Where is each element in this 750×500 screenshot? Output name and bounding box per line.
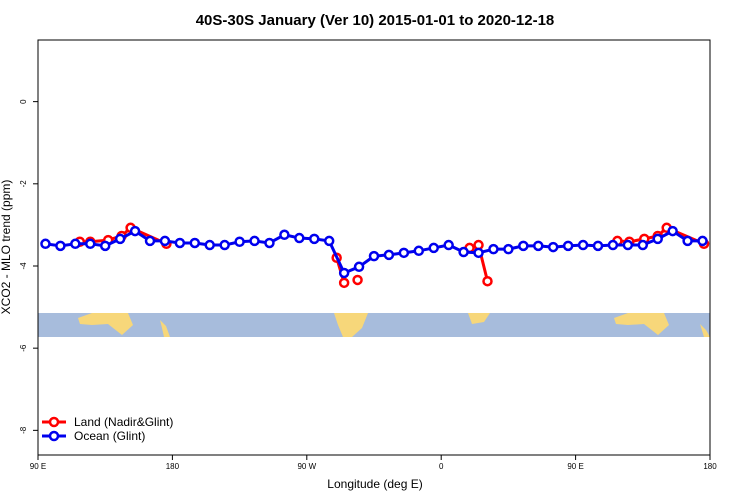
data-point <box>40 238 51 250</box>
data-point <box>264 237 275 249</box>
x-tick-label: 90 E <box>567 462 583 471</box>
y-tick-label: -2 <box>19 180 28 188</box>
data-point <box>428 242 439 254</box>
data-point <box>294 232 305 244</box>
data-point <box>622 239 634 251</box>
y-tick-label: -8 <box>19 426 28 434</box>
data-point <box>174 237 186 249</box>
y-tick-label: -4 <box>19 262 28 270</box>
data-point <box>234 236 245 247</box>
data-point <box>488 243 499 255</box>
data-point <box>85 238 96 250</box>
data-point <box>338 267 350 279</box>
x-tick-label: 90 W <box>297 462 316 471</box>
data-point <box>562 240 574 252</box>
data-point <box>129 225 141 237</box>
data-point <box>503 243 514 255</box>
legend-label: Ocean (Glint) <box>74 429 145 443</box>
x-tick-label: 180 <box>703 462 717 471</box>
data-point <box>159 235 171 247</box>
data-point <box>592 240 604 252</box>
land-shape <box>614 313 669 335</box>
data-point <box>413 245 425 257</box>
x-tick-label: 90 E <box>30 462 46 471</box>
data-point <box>114 233 126 245</box>
data-point <box>144 235 156 247</box>
ocean-band <box>38 313 710 337</box>
data-point <box>697 235 708 247</box>
plot-frame <box>37 39 711 456</box>
data-point <box>482 275 493 287</box>
data-point <box>353 261 365 273</box>
y-tick-label: 0 <box>19 99 28 104</box>
data-point <box>309 233 320 245</box>
data-point <box>652 233 663 245</box>
x-tick-label: 180 <box>166 462 180 471</box>
data-point <box>458 246 469 258</box>
data-point <box>99 240 111 252</box>
land-shape <box>700 324 710 337</box>
land-shape <box>334 313 368 337</box>
data-point <box>204 239 215 251</box>
chart-title: 40S-30S January (Ver 10) 2015-01-01 to 2… <box>196 12 555 29</box>
land-shape <box>160 320 170 337</box>
data-point <box>473 247 484 259</box>
data-point <box>682 235 693 247</box>
land-shape <box>468 313 490 324</box>
x-tick-label: 0 <box>439 462 444 471</box>
land-shape <box>78 313 133 335</box>
data-point <box>55 240 66 252</box>
data-point <box>279 229 290 241</box>
legend-marker <box>48 430 60 442</box>
data-point <box>70 238 81 250</box>
y-tick-label: -6 <box>19 344 28 352</box>
data-point <box>667 225 678 237</box>
data-point <box>352 274 363 286</box>
data-point <box>383 249 395 261</box>
data-point <box>249 235 260 247</box>
x-axis-label: Longitude (deg E) <box>327 477 422 491</box>
data-point <box>219 239 230 251</box>
data-point <box>533 240 544 252</box>
data-point <box>607 239 619 251</box>
data-point <box>547 241 559 253</box>
data-point <box>637 239 649 251</box>
y-axis-label: XCO2 - MLO trend (ppm) <box>0 180 13 315</box>
data-point <box>398 247 410 259</box>
data-point <box>338 277 350 289</box>
data-point <box>443 239 454 251</box>
data-point <box>577 239 589 251</box>
data-point <box>189 237 201 249</box>
legend-label: Land (Nadir&Glint) <box>74 415 173 429</box>
legend-marker <box>48 416 60 428</box>
data-point <box>368 250 380 262</box>
data-point <box>518 240 529 252</box>
data-point <box>323 235 335 247</box>
map-strip <box>38 313 710 337</box>
